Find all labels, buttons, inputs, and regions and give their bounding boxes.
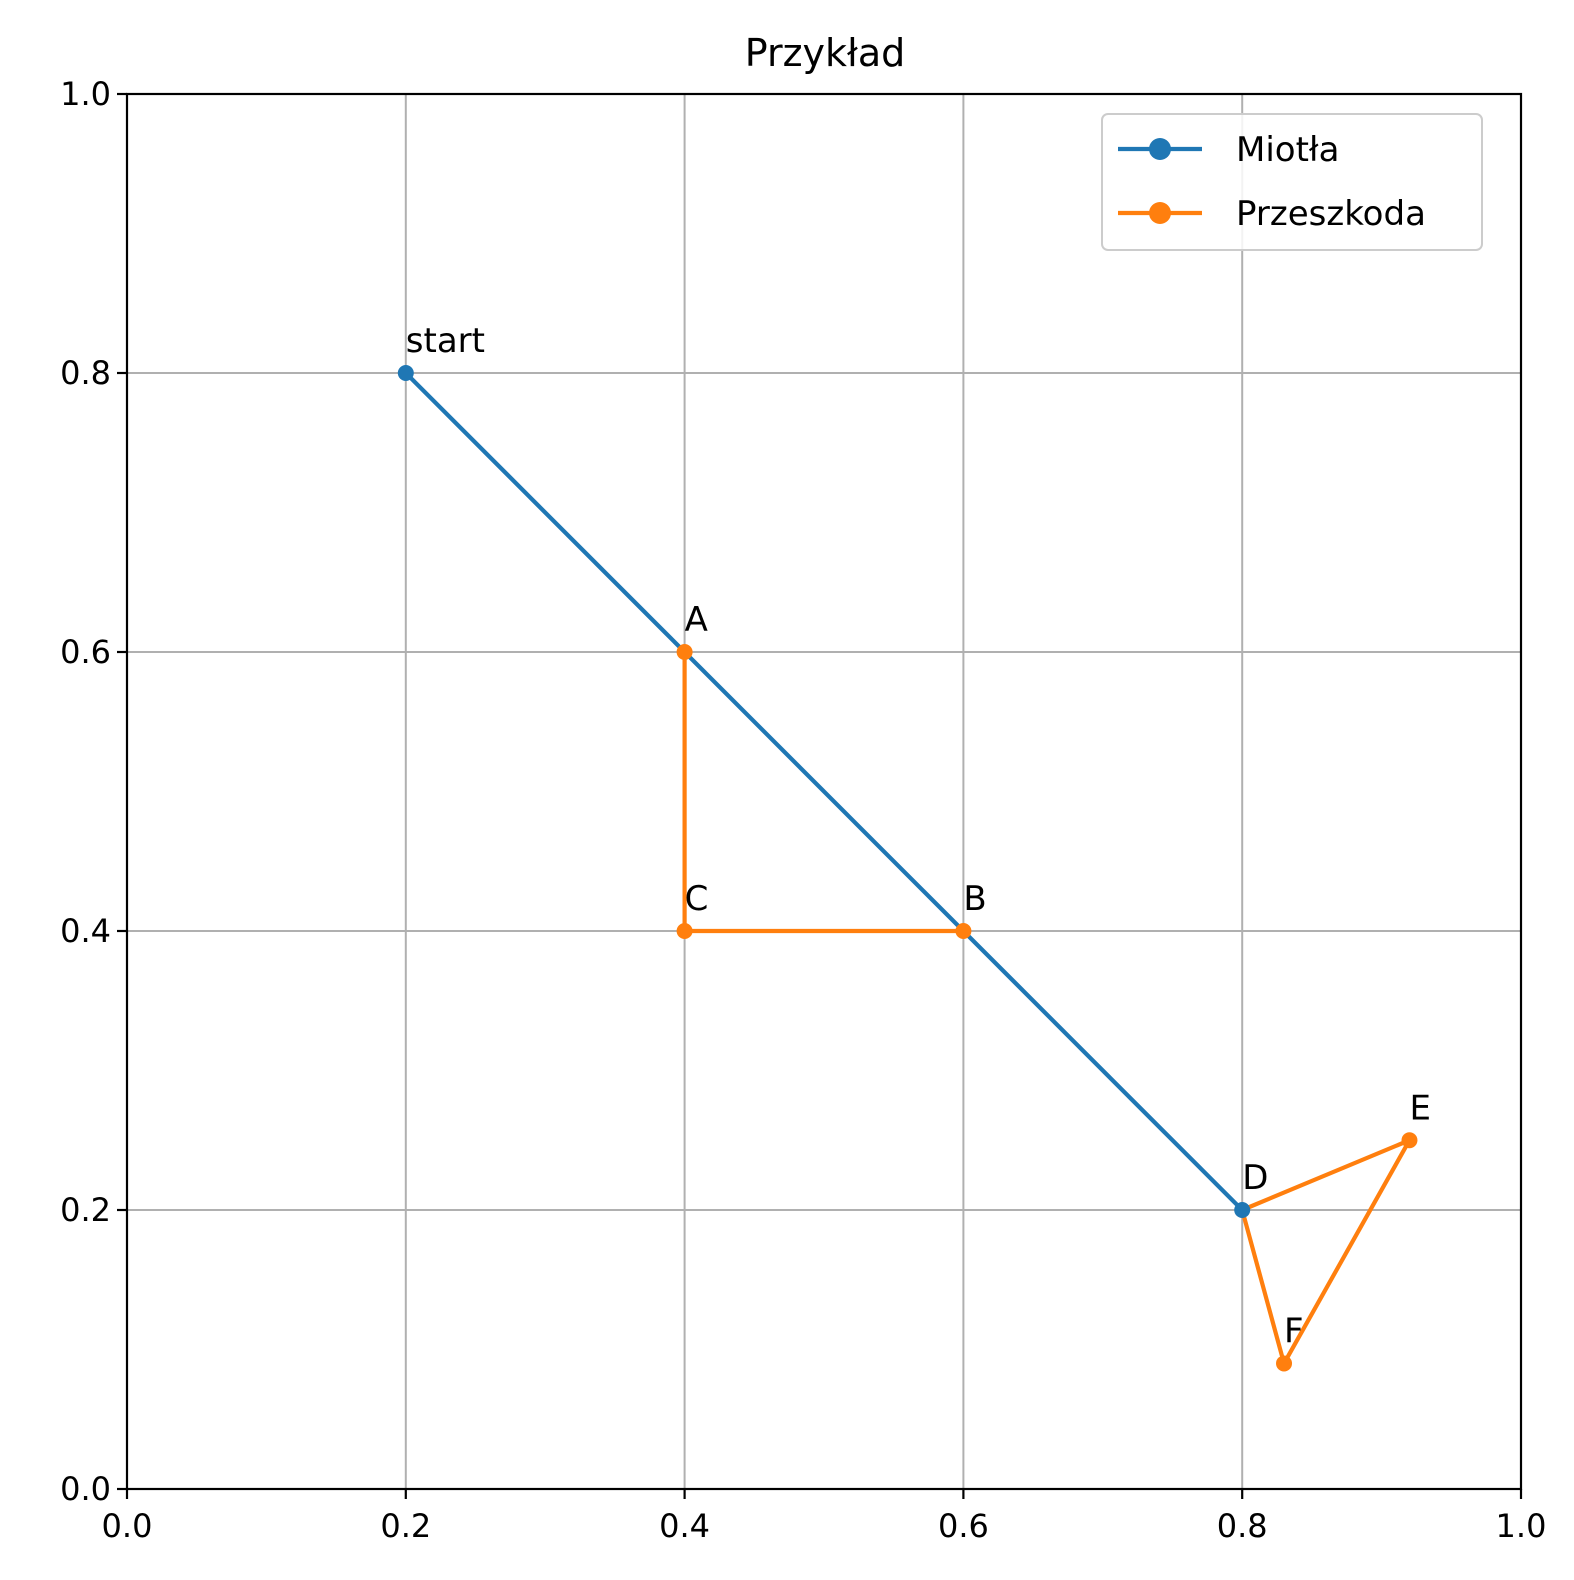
plot-area — [397, 365, 1418, 1372]
point-label: B — [963, 879, 986, 919]
x-tick-label: 0.2 — [380, 1507, 431, 1545]
point-label: start — [406, 321, 485, 361]
series-point-2 — [676, 644, 693, 660]
point-label: D — [1242, 1158, 1268, 1198]
series-line-1 — [404, 371, 1244, 1212]
series-point-1 — [1234, 1202, 1251, 1218]
y-tick-label: 0.2 — [60, 1191, 111, 1229]
point-label: A — [685, 600, 708, 640]
legend: Miotła Przeszkoda — [1101, 113, 1483, 251]
axes: 0.0 0.2 0.4 0.6 0.8 1.0 0.0 0.2 0.4 0.6 0.8 1.0 — [60, 75, 1546, 1545]
y-tick-label: 0.0 — [60, 1470, 111, 1508]
x-tick-label: 0.8 — [1217, 1507, 1268, 1545]
x-tick-label: 1.0 — [1496, 1507, 1547, 1545]
x-tick-label: 0.6 — [938, 1507, 989, 1545]
series-line-2 — [1240, 1138, 1412, 1366]
legend-swatch-marker — [1149, 138, 1171, 160]
series-point-2 — [1276, 1355, 1293, 1372]
legend-label: Miotła — [1236, 130, 1339, 170]
y-tick-label: 0.8 — [60, 354, 111, 392]
point-label: E — [1409, 1088, 1430, 1128]
y-tick-label: 0.4 — [60, 912, 111, 950]
legend-swatch-marker — [1149, 202, 1171, 224]
x-tick-label: 0.4 — [659, 1507, 710, 1545]
point-label: F — [1284, 1311, 1304, 1351]
y-tick-label: 0.6 — [60, 633, 111, 671]
chart-title: Przykład — [745, 31, 906, 75]
plot-frame — [125, 92, 1523, 1491]
series-point-2 — [955, 923, 972, 939]
series-point-2 — [676, 923, 693, 939]
y-tick-label: 1.0 — [60, 75, 111, 113]
point-annotations: start A B C D E F — [406, 321, 1431, 1351]
x-tick-label: 0.0 — [102, 1507, 153, 1545]
legend-label: Przeszkoda — [1236, 194, 1426, 234]
series-point-2 — [1401, 1132, 1418, 1149]
series-point-1 — [397, 365, 414, 381]
point-label: C — [685, 879, 709, 919]
